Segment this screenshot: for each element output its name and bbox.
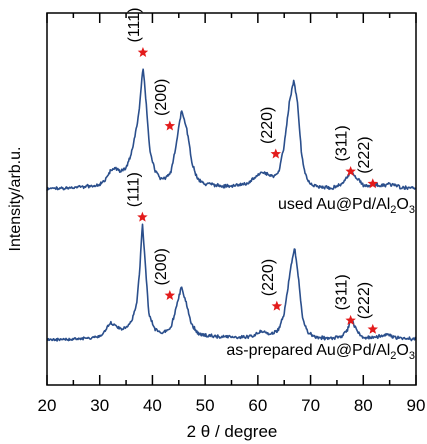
peak-label: (311) [334,125,351,161]
x-tick-label: 90 [407,396,426,415]
series-label: as-prepared Au@Pd/Al2O3 [226,342,415,362]
plot-area: used Au@Pd/Al2O3 as-prepared Au@Pd/Al2O3 (… [46,8,417,362]
peak-label: (111) [126,8,143,43]
peak-marker [137,211,148,222]
peak-marker [270,148,282,159]
series-line-used [46,68,417,191]
x-axis-label: 2 θ / degree [187,422,278,441]
peak-label: (220) [259,107,276,144]
x-tick-label: 30 [90,396,109,415]
x-tick-label: 40 [143,396,162,415]
peak-marker [345,314,356,325]
x-tick-label: 70 [301,396,320,415]
peak-label: (200) [153,79,170,116]
peak-label: (220) [260,259,277,296]
x-tick-label: 80 [354,396,373,415]
peak-label: (111) [125,172,142,207]
peak-marker [164,120,176,131]
x-axis-ticks: 20 30 40 50 60 70 80 90 [38,13,426,415]
peak-label: (222) [356,136,373,173]
x-tick-label: 60 [248,396,267,415]
x-tick-label: 50 [196,396,215,415]
peak-marker [345,166,356,176]
peak-marker [271,300,283,311]
y-axis-label: Intensity/arb.u. [7,147,24,252]
peak-marker [137,47,149,57]
x-tick-label: 20 [38,396,57,415]
peak-marker [164,290,176,300]
peak-marker [367,178,379,189]
peak-label: (222) [356,282,373,319]
series-label: used Au@Pd/Al2O3 [278,196,415,216]
series-line-as-prepared [46,223,417,342]
peak-marker [367,323,379,334]
peak-label: (311) [334,274,351,310]
peak-label: (200) [153,248,170,285]
